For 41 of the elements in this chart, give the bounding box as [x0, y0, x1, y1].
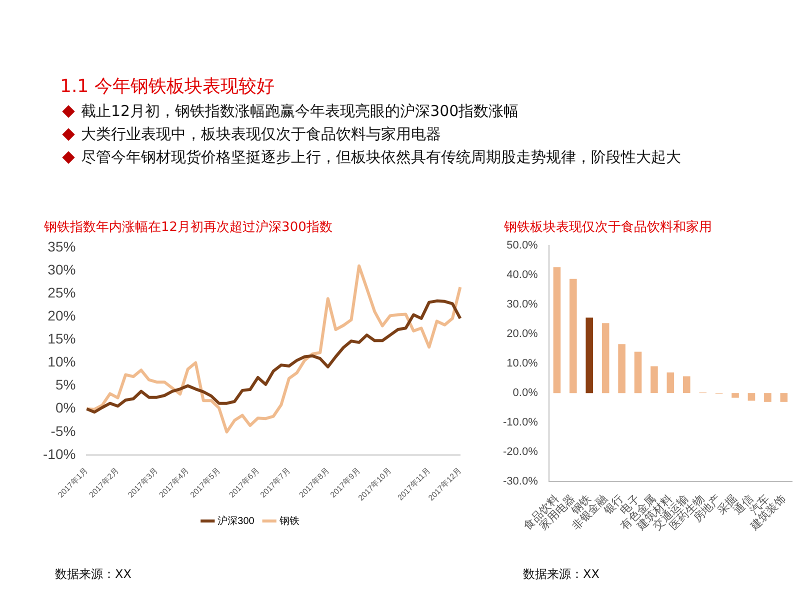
- source-note: 数据来源：XX: [523, 566, 600, 583]
- y-tick-label: 40.0%: [506, 269, 538, 282]
- y-tick-label: 10.0%: [506, 358, 538, 370]
- source-note: 数据来源：XX: [55, 566, 132, 583]
- y-tick-label: 25%: [48, 284, 76, 300]
- y-tick-label: 30.0%: [506, 298, 538, 311]
- bar: [553, 267, 561, 394]
- bar: [586, 318, 594, 394]
- y-tick-label: 30%: [48, 261, 76, 278]
- y-tick-label: -30.0%: [502, 476, 538, 488]
- legend-label: 沪深300: [218, 514, 255, 527]
- y-tick-label: 20.0%: [506, 328, 538, 340]
- y-tick-label: 35%: [48, 238, 76, 254]
- y-tick-label: -10.0%: [502, 416, 538, 429]
- bar: [748, 393, 756, 401]
- y-tick-label: 15%: [48, 330, 76, 347]
- y-tick-label: 10%: [48, 354, 76, 370]
- text: 截止12月初，钢铁指数涨幅跑赢今年表现亮眼的沪深300指数涨幅: [81, 102, 519, 121]
- bar: [570, 278, 577, 394]
- y-tick-label: -20.0%: [502, 446, 538, 458]
- bar: [618, 344, 626, 394]
- text: 1.1 今年钢铁板块表现较好: [60, 75, 276, 98]
- bar: [682, 376, 690, 394]
- text: 大类行业表现中，板块表现仅次于食品饮料与家用电器: [81, 125, 441, 144]
- bar: [732, 393, 739, 398]
- y-tick-label: 5%: [55, 376, 76, 393]
- chart-title: 钢铁指数年内涨幅在12月初再次超过沪深300指数: [44, 219, 334, 236]
- bar: [602, 323, 610, 394]
- y-tick-label: -5%: [50, 422, 76, 439]
- bar: [666, 372, 674, 394]
- bar: [764, 393, 772, 402]
- y-tick-label: 0%: [55, 400, 76, 416]
- bar: [634, 352, 642, 394]
- text: 尽管今年钢材现货价格坚挺逐步上行，但板块依然具有传统周期股走势规律，阶段性大起大: [81, 148, 681, 167]
- chart-title: 钢铁板块表现仅次于食品饮料和家用: [504, 219, 713, 236]
- y-tick-label: 20%: [48, 307, 76, 324]
- y-tick-label: 50.0%: [506, 240, 538, 252]
- y-tick-label: 0.0%: [512, 387, 538, 400]
- bar: [780, 393, 788, 402]
- y-tick-label: -10%: [42, 446, 76, 462]
- bar: [650, 366, 658, 394]
